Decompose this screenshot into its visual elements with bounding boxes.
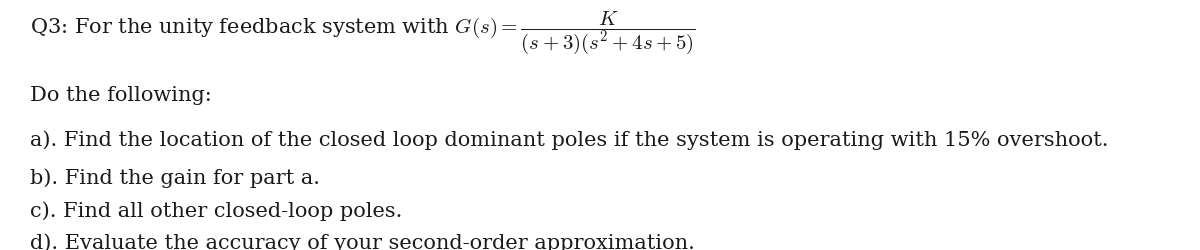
Text: a). Find the location of the closed loop dominant poles if the system is operati: a). Find the location of the closed loop… <box>30 130 1109 150</box>
Text: c). Find all other closed-loop poles.: c). Find all other closed-loop poles. <box>30 200 402 220</box>
Text: Q3: For the unity feedback system with $G(s) = \dfrac{K}{(s+3)(s^{2}+4s+5)}$: Q3: For the unity feedback system with $… <box>30 10 696 56</box>
Text: Do the following:: Do the following: <box>30 86 211 104</box>
Text: d). Evaluate the accuracy of your second-order approximation.: d). Evaluate the accuracy of your second… <box>30 233 695 250</box>
Text: b). Find the gain for part a.: b). Find the gain for part a. <box>30 168 320 187</box>
